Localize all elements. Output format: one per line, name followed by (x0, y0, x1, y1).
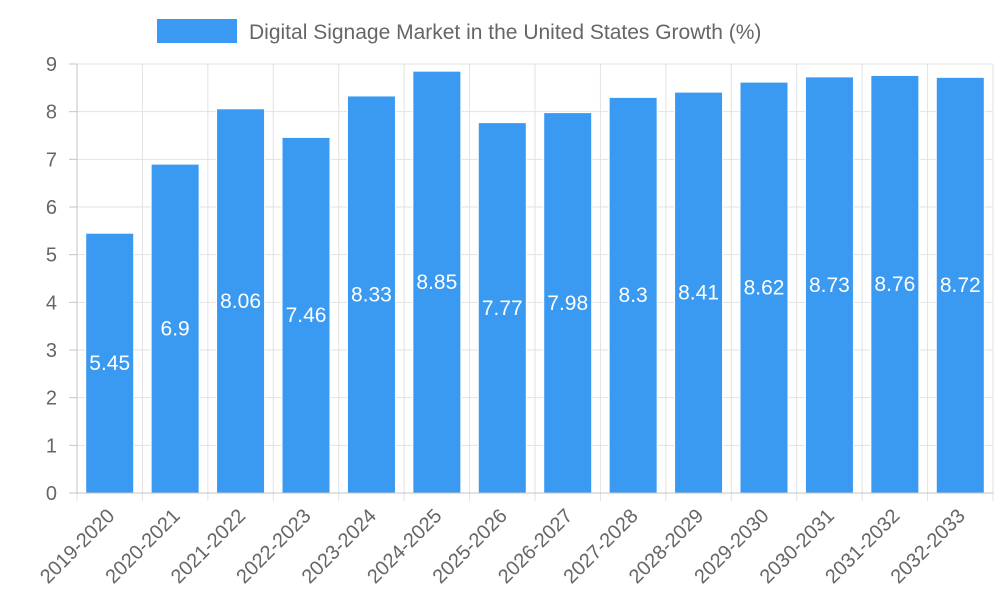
data-labels: 5.45 6.9 8.06 7.46 8.33 8.85 7.77 7.98 8.3 8.41 8.… (89, 271, 980, 375)
data-label: 8.41 (678, 282, 719, 305)
data-label: 8.76 (874, 273, 915, 296)
data-label: 5.45 (89, 352, 130, 375)
axes (69, 63, 993, 494)
bar-2026-2027[interactable] (543, 112, 593, 494)
y-tick-label: 8 (46, 102, 57, 124)
data-label: 8.33 (351, 283, 392, 306)
bar-2025-2026[interactable] (477, 122, 527, 494)
data-label: 8.73 (809, 274, 850, 297)
data-label: 8.72 (940, 274, 981, 297)
y-tick-label: 0 (46, 483, 57, 505)
x-tick-labels: 2019-20202020-20212021-20222022-20232023… (36, 505, 970, 588)
legend-swatch (157, 19, 237, 43)
bar-2031-2032[interactable] (870, 74, 920, 494)
y-tick-label: 4 (46, 292, 57, 314)
y-tick-label: 3 (46, 340, 57, 362)
y-tick-label: 2 (46, 388, 57, 410)
y-tick-label: 5 (46, 245, 57, 267)
data-label: 7.98 (547, 292, 588, 315)
legend[interactable]: Digital Signage Market in the United Sta… (157, 19, 761, 44)
data-label: 8.85 (416, 271, 457, 294)
data-label: 7.46 (286, 304, 327, 327)
y-tick-labels: 0 1 2 3 4 5 6 7 8 9 (46, 54, 57, 505)
data-label: 7.77 (482, 297, 523, 320)
data-label: 8.3 (619, 284, 648, 307)
y-tick-label: 1 (46, 435, 57, 457)
y-tick-label: 7 (46, 149, 57, 171)
legend-label: Digital Signage Market in the United Sta… (249, 21, 761, 44)
bar-2027-2028[interactable] (608, 96, 658, 494)
data-label: 6.9 (161, 318, 190, 341)
bars (85, 70, 985, 494)
y-tick-label: 6 (46, 197, 57, 219)
grid (76, 63, 994, 501)
bar-2019-2020[interactable] (85, 232, 135, 494)
y-tick-label: 9 (46, 54, 57, 76)
data-label: 8.06 (220, 290, 261, 313)
bar-2022-2023[interactable] (281, 136, 331, 494)
bar-2032-2033[interactable] (935, 76, 985, 494)
data-label: 8.62 (744, 277, 785, 300)
bar-2023-2024[interactable] (346, 95, 396, 494)
bar-2024-2025[interactable] (412, 70, 462, 494)
bar-2029-2030[interactable] (739, 81, 789, 494)
